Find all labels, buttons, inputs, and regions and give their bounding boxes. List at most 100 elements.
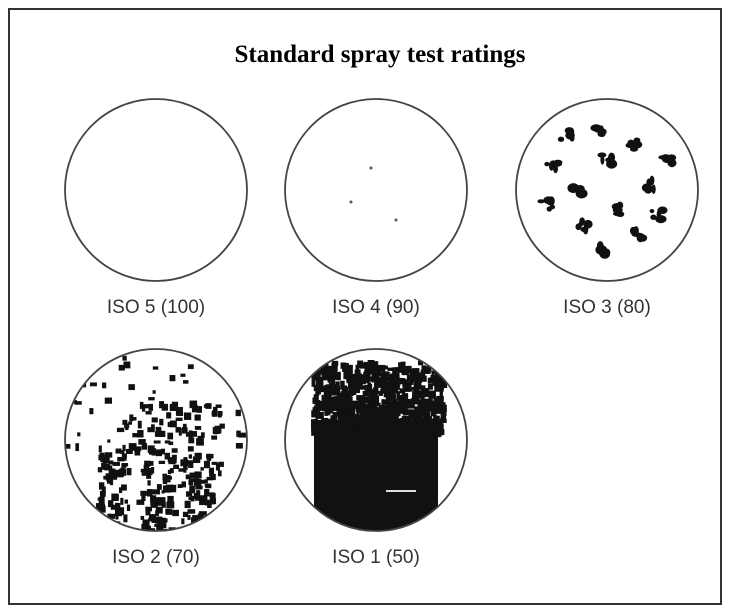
wet-spot bbox=[182, 481, 186, 487]
wet-spot bbox=[402, 370, 408, 375]
wet-spot bbox=[122, 463, 129, 466]
droplet bbox=[549, 161, 554, 171]
wet-spot bbox=[390, 421, 395, 427]
wet-spot bbox=[158, 497, 166, 502]
wet-spot bbox=[365, 428, 370, 434]
wet-spot bbox=[432, 403, 436, 409]
wet-spot bbox=[77, 432, 80, 436]
wet-spot bbox=[115, 503, 119, 507]
droplet bbox=[565, 127, 574, 134]
wet-spot bbox=[157, 524, 160, 528]
wet-spot bbox=[404, 428, 408, 436]
wet-spot bbox=[187, 515, 190, 520]
wet-spot bbox=[434, 387, 440, 391]
wet-spot bbox=[409, 378, 412, 384]
wet-spot bbox=[382, 419, 387, 422]
droplet bbox=[630, 141, 638, 149]
wet-spot bbox=[153, 390, 156, 393]
wet-spot bbox=[186, 475, 192, 480]
wet-spot bbox=[429, 419, 434, 425]
wet-spot bbox=[328, 375, 333, 382]
wet-spot bbox=[416, 414, 423, 421]
speck bbox=[395, 219, 398, 222]
wet-spot bbox=[190, 431, 197, 437]
wet-spot bbox=[357, 415, 363, 424]
wet-spot bbox=[152, 452, 156, 455]
wet-spot bbox=[355, 383, 361, 386]
wet-spot bbox=[368, 360, 375, 367]
wet-spot bbox=[416, 425, 421, 432]
wet-spot bbox=[186, 491, 192, 497]
wet-spot bbox=[168, 459, 175, 465]
wet-spot bbox=[205, 502, 211, 506]
wet-spot bbox=[122, 356, 126, 361]
wet-spot bbox=[195, 486, 202, 490]
wet-spot bbox=[166, 509, 173, 515]
wet-spot bbox=[353, 401, 361, 409]
wet-spot bbox=[154, 440, 161, 443]
droplet bbox=[668, 159, 675, 167]
wet-spot bbox=[159, 518, 166, 523]
wet-spot bbox=[379, 377, 387, 385]
wet-spot bbox=[384, 366, 388, 370]
wet-spot bbox=[146, 411, 152, 414]
wet-spot bbox=[218, 470, 222, 476]
wet-spot bbox=[336, 372, 340, 381]
wet-spot bbox=[342, 363, 349, 372]
wet-spot bbox=[204, 489, 209, 496]
wet-spot bbox=[393, 388, 399, 394]
wet-spot bbox=[210, 474, 215, 480]
wet-spot bbox=[440, 390, 443, 398]
wet-spot bbox=[188, 460, 193, 468]
droplet bbox=[579, 217, 585, 225]
wet-spot bbox=[432, 409, 437, 413]
wet-spot bbox=[205, 479, 208, 483]
wet-spot bbox=[102, 382, 106, 388]
wet-spot bbox=[166, 485, 173, 491]
wet-spot bbox=[321, 418, 328, 425]
wet-spot bbox=[148, 397, 154, 400]
wet-spot bbox=[106, 473, 113, 480]
droplet bbox=[547, 197, 554, 205]
wet-spot bbox=[360, 401, 364, 406]
wet-spot bbox=[172, 510, 179, 516]
wet-spot bbox=[120, 498, 123, 505]
wet-spot bbox=[138, 439, 145, 445]
wet-spot bbox=[165, 453, 170, 460]
wet-spot bbox=[326, 412, 331, 415]
wet-spot bbox=[438, 423, 444, 429]
wet-spot bbox=[340, 381, 345, 390]
wet-spot bbox=[403, 409, 409, 415]
wet-spot bbox=[166, 412, 171, 418]
wet-spot bbox=[117, 457, 124, 461]
wet-spot bbox=[319, 388, 326, 392]
wet-spot bbox=[105, 398, 112, 404]
wet-spot bbox=[236, 431, 240, 437]
wet-spot bbox=[409, 409, 413, 416]
wet-spot bbox=[111, 494, 118, 501]
wet-spot bbox=[372, 407, 376, 413]
wet-spot bbox=[315, 413, 319, 418]
wet-spot bbox=[138, 421, 142, 429]
wet-spot bbox=[189, 454, 192, 458]
wet-spot bbox=[104, 465, 112, 470]
wet-spot bbox=[370, 417, 378, 421]
droplet bbox=[594, 128, 601, 133]
wet-spot bbox=[179, 428, 182, 436]
wet-spot bbox=[176, 412, 183, 416]
wet-spot bbox=[123, 361, 130, 368]
wet-spot bbox=[206, 454, 213, 459]
droplet bbox=[567, 183, 579, 193]
wet-spot bbox=[150, 498, 155, 506]
wet-spot bbox=[195, 426, 201, 430]
wet-spot bbox=[142, 472, 147, 476]
wet-spot bbox=[187, 509, 195, 514]
wet-spot bbox=[107, 439, 110, 442]
wet-spot bbox=[195, 495, 203, 500]
droplet bbox=[558, 137, 564, 142]
wet-spot bbox=[321, 404, 329, 408]
wet-spot bbox=[424, 367, 429, 374]
wet-spot bbox=[128, 384, 135, 390]
wet-spot bbox=[185, 501, 191, 508]
speck bbox=[370, 167, 373, 170]
